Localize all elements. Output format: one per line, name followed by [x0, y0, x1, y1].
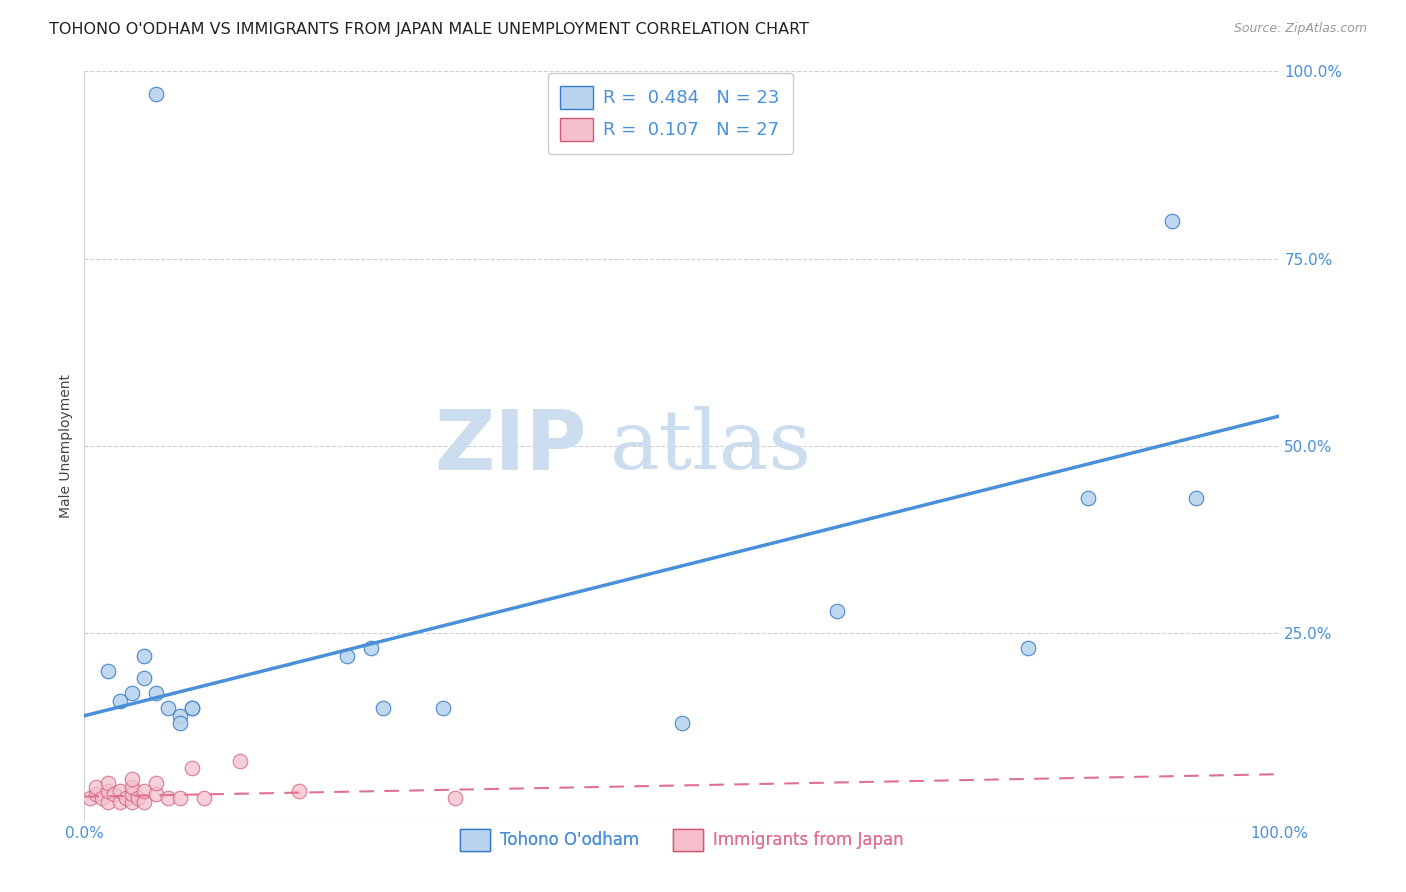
- Point: [336, 648, 359, 663]
- Text: TOHONO O'ODHAM VS IMMIGRANTS FROM JAPAN MALE UNEMPLOYMENT CORRELATION CHART: TOHONO O'ODHAM VS IMMIGRANTS FROM JAPAN …: [49, 22, 810, 37]
- Point: [97, 795, 120, 809]
- Point: [181, 701, 204, 715]
- Point: [115, 791, 138, 805]
- Y-axis label: Male Unemployment: Male Unemployment: [59, 374, 73, 518]
- Point: [121, 686, 143, 700]
- Point: [132, 795, 156, 809]
- Point: [145, 87, 167, 101]
- Legend: Tohono O'odham, Immigrants from Japan: Tohono O'odham, Immigrants from Japan: [454, 822, 910, 857]
- Point: [157, 791, 180, 805]
- Point: [97, 776, 120, 790]
- Point: [169, 791, 191, 805]
- Point: [121, 772, 143, 787]
- Point: [132, 648, 156, 663]
- Point: [121, 795, 143, 809]
- Point: [127, 791, 149, 805]
- Point: [121, 788, 143, 802]
- Point: [360, 641, 382, 656]
- Point: [193, 791, 215, 805]
- Point: [86, 780, 108, 794]
- Point: [671, 716, 693, 731]
- Point: [169, 708, 191, 723]
- Point: [145, 788, 167, 802]
- Point: [145, 686, 167, 700]
- Point: [110, 795, 132, 809]
- Point: [91, 791, 114, 805]
- Point: [827, 604, 849, 618]
- Text: ZIP: ZIP: [434, 406, 586, 486]
- Point: [103, 788, 125, 802]
- Point: [373, 701, 395, 715]
- Point: [1161, 214, 1184, 228]
- Point: [110, 694, 132, 708]
- Point: [132, 671, 156, 685]
- Point: [432, 701, 454, 715]
- Point: [288, 783, 311, 797]
- Point: [110, 783, 132, 797]
- Point: [97, 783, 120, 797]
- Point: [181, 761, 204, 775]
- Point: [121, 780, 143, 794]
- Point: [1077, 491, 1099, 506]
- Point: [1018, 641, 1040, 656]
- Point: [1185, 491, 1208, 506]
- Text: atlas: atlas: [610, 406, 813, 486]
- Point: [181, 701, 204, 715]
- Point: [79, 791, 101, 805]
- Point: [169, 716, 191, 731]
- Point: [86, 788, 108, 802]
- Point: [97, 664, 120, 678]
- Point: [145, 776, 167, 790]
- Point: [444, 791, 467, 805]
- Point: [132, 783, 156, 797]
- Point: [157, 701, 180, 715]
- Point: [229, 754, 252, 768]
- Text: Source: ZipAtlas.com: Source: ZipAtlas.com: [1233, 22, 1367, 36]
